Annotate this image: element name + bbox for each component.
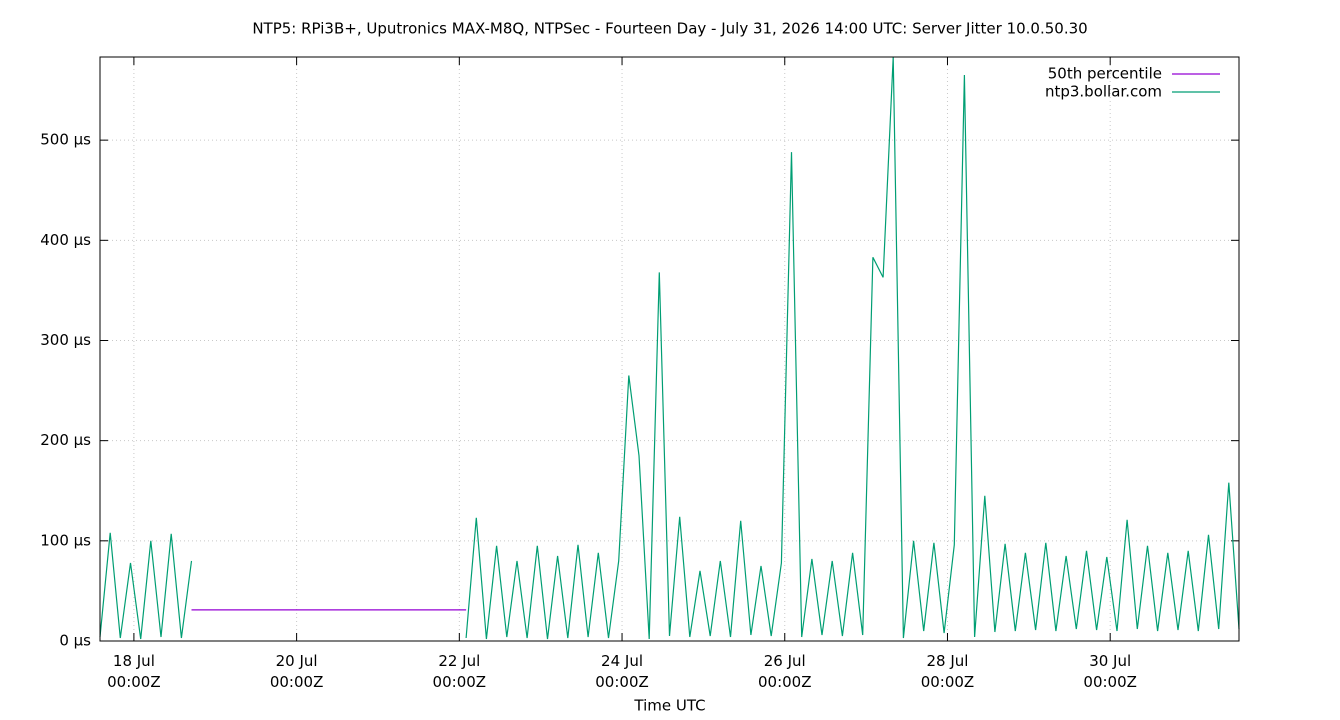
- y-tick-label: 300 µs: [40, 331, 91, 349]
- legend-label: ntp3.bollar.com: [1045, 83, 1162, 101]
- plot-border: [99, 56, 1240, 642]
- y-tick-label: 500 µs: [40, 131, 91, 149]
- x-tick-label: 22 Jul 00:00Z: [432, 652, 487, 691]
- y-tick-label: 100 µs: [40, 531, 91, 549]
- y-tick-label: 400 µs: [40, 231, 91, 249]
- x-tick-label: 28 Jul 00:00Z: [920, 652, 975, 691]
- legend-label: 50th percentile: [1048, 65, 1162, 83]
- x-tick-label: 26 Jul 00:00Z: [757, 652, 812, 691]
- x-tick-label: 30 Jul 00:00Z: [1083, 652, 1137, 691]
- series-line: [99, 56, 1240, 640]
- x-tick-label: 20 Jul 00:00Z: [269, 652, 324, 691]
- chart-title: NTP5: RPi3B+, Uputronics MAX-M8Q, NTPSec…: [252, 20, 1087, 38]
- x-tick-label: 24 Jul 00:00Z: [595, 652, 649, 691]
- y-tick-label: 200 µs: [40, 431, 91, 449]
- x-tick-label: 18 Jul 00:00Z: [107, 652, 161, 691]
- x-axis-label: Time UTC: [633, 697, 705, 715]
- y-tick-label: 0 µs: [59, 632, 91, 650]
